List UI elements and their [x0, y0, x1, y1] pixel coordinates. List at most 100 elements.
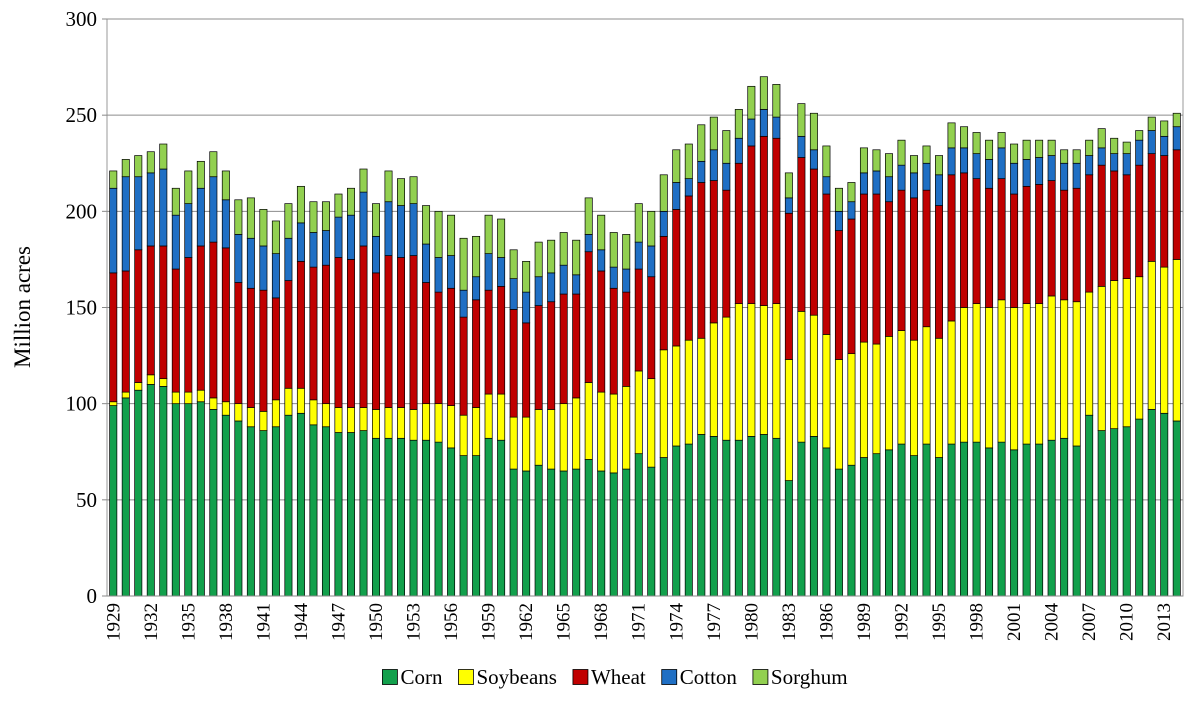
bar-segment — [797, 441, 806, 597]
bar-segment — [897, 443, 906, 597]
bar-segment — [722, 439, 731, 597]
x-tick-label: 1965 — [554, 603, 575, 641]
bar-segment — [609, 393, 618, 474]
bar-segment — [709, 322, 718, 437]
bar-segment — [935, 174, 944, 206]
bar-segment — [271, 297, 280, 401]
bar-segment — [1085, 139, 1094, 156]
bar-segment — [384, 255, 393, 408]
bar-segment — [1022, 159, 1031, 187]
bar-segment — [1097, 430, 1106, 597]
bar-segment — [609, 266, 618, 289]
bar-segment — [259, 245, 268, 291]
bar-segment — [146, 151, 155, 174]
bar-segment — [559, 293, 568, 405]
bar-segment — [196, 401, 205, 597]
bar-segment — [847, 182, 856, 203]
bar-segment — [284, 414, 293, 597]
bar-segment — [922, 189, 931, 328]
bar-segment — [459, 455, 468, 597]
bar-segment — [572, 274, 581, 295]
legend-swatch — [382, 669, 398, 685]
bar-segment — [659, 210, 668, 237]
bar-segment — [884, 153, 893, 178]
bar-segment — [309, 399, 318, 426]
bar-segment — [271, 253, 280, 299]
bar-segment — [459, 414, 468, 456]
bar-segment — [1022, 443, 1031, 597]
bar-segment — [397, 178, 406, 206]
bar-segment — [622, 268, 631, 293]
bar-segment — [547, 468, 556, 597]
bar-segment — [784, 197, 793, 214]
bar-segment — [1172, 420, 1181, 597]
bar-segment — [296, 387, 305, 414]
bar-segment — [484, 253, 493, 291]
bar-segment — [296, 222, 305, 262]
bar-segment — [372, 437, 380, 597]
bar-segment — [672, 149, 681, 183]
bar-segment — [997, 178, 1006, 301]
bar-segment — [872, 343, 881, 455]
legend-swatch — [661, 669, 678, 685]
bar-segment — [572, 239, 581, 276]
bar-segment — [459, 316, 468, 416]
bar-segment — [910, 455, 918, 597]
bar-segment — [747, 436, 756, 597]
bar-segment — [1097, 147, 1106, 166]
bar-segment — [1060, 162, 1069, 191]
bar-segment — [534, 409, 543, 466]
bar-segment — [359, 191, 368, 247]
bar-segment — [709, 149, 718, 181]
bar-segment — [1010, 307, 1019, 451]
bar-segment — [397, 437, 406, 597]
bar-segment — [734, 162, 743, 305]
bar-segment — [1172, 126, 1181, 151]
bar-segment — [1010, 193, 1019, 308]
bar-segment — [1047, 180, 1056, 297]
bar-segment — [221, 247, 230, 403]
bar-segment — [747, 303, 756, 437]
bar-segment — [834, 230, 843, 360]
bar-segment — [647, 245, 656, 278]
bar-segment — [684, 178, 693, 197]
y-tick-label: 100 — [66, 392, 98, 416]
bar-segment — [985, 139, 994, 160]
bar-segment — [897, 330, 906, 445]
bar-segment — [221, 401, 230, 416]
bar-segment — [321, 230, 330, 266]
bar-segment — [822, 447, 831, 597]
bar-segment — [847, 353, 856, 466]
bar-segment — [1060, 437, 1069, 597]
bar-segment — [872, 149, 881, 172]
bar-segment — [947, 122, 956, 149]
bar-segment — [522, 470, 531, 597]
bar-segment — [847, 218, 856, 355]
bar-segment — [209, 176, 218, 243]
bar-segment — [647, 210, 656, 247]
x-tick-label: 1998 — [967, 603, 988, 641]
bar-segment — [447, 255, 456, 289]
bar-segment — [922, 145, 931, 164]
bar-segment — [759, 76, 768, 110]
bar-segment — [772, 437, 781, 597]
bar-segment — [1060, 189, 1069, 301]
y-tick-label: 50 — [76, 488, 97, 512]
bar-segment — [296, 260, 305, 389]
bar-segment — [884, 336, 893, 451]
bar-segment — [1135, 164, 1144, 278]
bar-segment — [897, 164, 906, 191]
bar-segment — [334, 432, 343, 597]
bar-segment — [1135, 130, 1144, 141]
bar-segment — [109, 405, 118, 597]
bar-segment — [1072, 162, 1081, 189]
bar-segment — [209, 409, 218, 597]
bar-segment — [409, 409, 418, 441]
bar-segment — [159, 378, 168, 387]
bar-segment — [884, 201, 893, 337]
bar-segment — [522, 291, 531, 324]
y-tick-label: 0 — [87, 584, 98, 608]
bar-segment — [722, 162, 731, 191]
bar-segment — [1022, 139, 1031, 160]
bar-segment — [634, 241, 643, 270]
